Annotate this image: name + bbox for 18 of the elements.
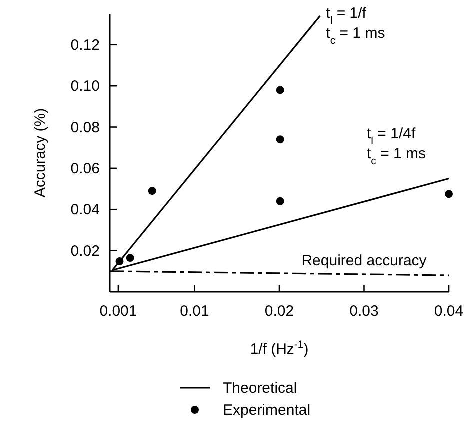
- y-tick-label: 0.12: [70, 36, 100, 54]
- y-tick-label: 0.06: [70, 160, 100, 178]
- x-axis-title: 1/f (Hz$^{-1}$): [250, 339, 309, 358]
- annotation: t$_{l}$ = 1/4f t$_{c}$ = 1 ms: [367, 126, 426, 168]
- x-tick-label: 0.02: [264, 303, 294, 320]
- y-tick-label: 0.04: [70, 202, 100, 219]
- annotation: t$_{l}$ = 1/f t$_{c}$ = 1 ms: [326, 5, 386, 48]
- y-tick-label: 0.08: [70, 119, 100, 136]
- x-tick-label: 0.001: [100, 303, 138, 320]
- y-tick-label: 0.10: [70, 78, 100, 96]
- legend-label: Experimental: [223, 402, 311, 419]
- y-tick-label: 0.02: [70, 242, 100, 260]
- legend-label: Theoretical: [223, 380, 298, 397]
- x-tick-label: 0.04: [434, 303, 464, 320]
- y-axis-title: Accuracy (%): [32, 108, 49, 198]
- x-tick-label: 0.03: [350, 303, 379, 320]
- annotation: Required accuracy: [302, 252, 428, 270]
- x-tick-label: 0.01: [180, 303, 210, 320]
